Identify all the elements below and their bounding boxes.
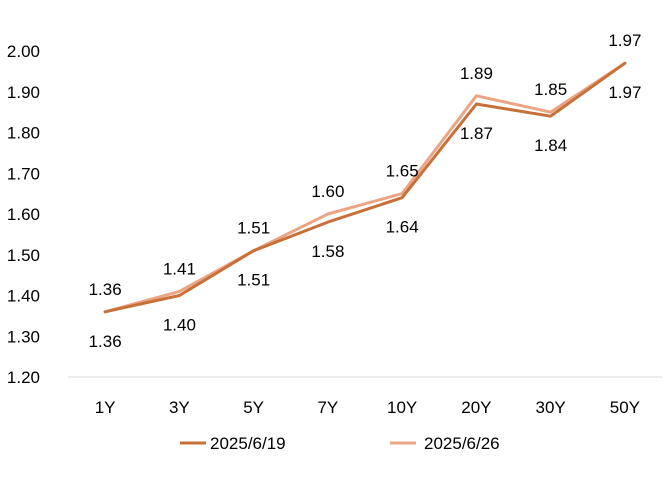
x-tick-label: 10Y [387, 398, 417, 417]
x-tick-label: 50Y [610, 398, 640, 417]
data-label: 1.87 [460, 124, 493, 143]
data-label: 1.97 [608, 31, 641, 50]
x-tick-label: 30Y [536, 398, 566, 417]
y-axis: 1.20 1.30 1.40 1.50 1.60 1.70 1.80 1.90 2.00 [7, 42, 40, 387]
legend-item: 2025/6/19 [180, 434, 286, 453]
x-tick-label: 3Y [169, 398, 190, 417]
data-label: 1.65 [386, 162, 419, 181]
legend: 2025/6/19 2025/6/26 [180, 434, 500, 453]
y-tick-label: 1.60 [7, 205, 40, 224]
y-tick-label: 1.40 [7, 287, 40, 306]
legend-item: 2025/6/26 [390, 434, 500, 453]
y-tick-label: 1.70 [7, 164, 40, 183]
y-tick-label: 1.30 [7, 327, 40, 346]
series-lines [103, 61, 627, 314]
series-line-2025-6-26 [103, 61, 627, 314]
y-tick-label: 1.90 [7, 83, 40, 102]
data-label: 1.84 [534, 136, 567, 155]
series-line-2025-6-19 [103, 61, 627, 314]
legend-label: 2025/6/26 [424, 434, 500, 453]
data-label: 1.41 [163, 259, 196, 278]
data-label: 1.40 [163, 316, 196, 335]
y-tick-label: 2.00 [7, 42, 40, 61]
y-tick-label: 1.50 [7, 246, 40, 265]
data-label: 1.36 [89, 332, 122, 351]
data-label: 1.85 [534, 80, 567, 99]
x-tick-label: 20Y [461, 398, 491, 417]
data-label: 1.64 [386, 218, 419, 237]
x-tick-label: 7Y [317, 398, 338, 417]
y-tick-label: 1.80 [7, 124, 40, 143]
data-label: 1.89 [460, 64, 493, 83]
data-label: 1.51 [237, 219, 270, 238]
data-labels: 1.36 1.40 1.51 1.58 1.64 1.87 1.84 1.97 1.36 1.41… [89, 31, 642, 351]
x-tick-label: 5Y [243, 398, 264, 417]
data-label: 1.58 [311, 242, 344, 261]
data-label: 1.60 [311, 182, 344, 201]
x-axis: 1Y 3Y 5Y 7Y 10Y 20Y 30Y 50Y [68, 376, 662, 417]
data-label: 1.36 [89, 280, 122, 299]
legend-label: 2025/6/19 [210, 434, 286, 453]
data-label: 1.97 [608, 83, 641, 102]
data-label: 1.51 [237, 271, 270, 290]
y-tick-label: 1.20 [7, 368, 40, 387]
x-tick-label: 1Y [95, 398, 116, 417]
